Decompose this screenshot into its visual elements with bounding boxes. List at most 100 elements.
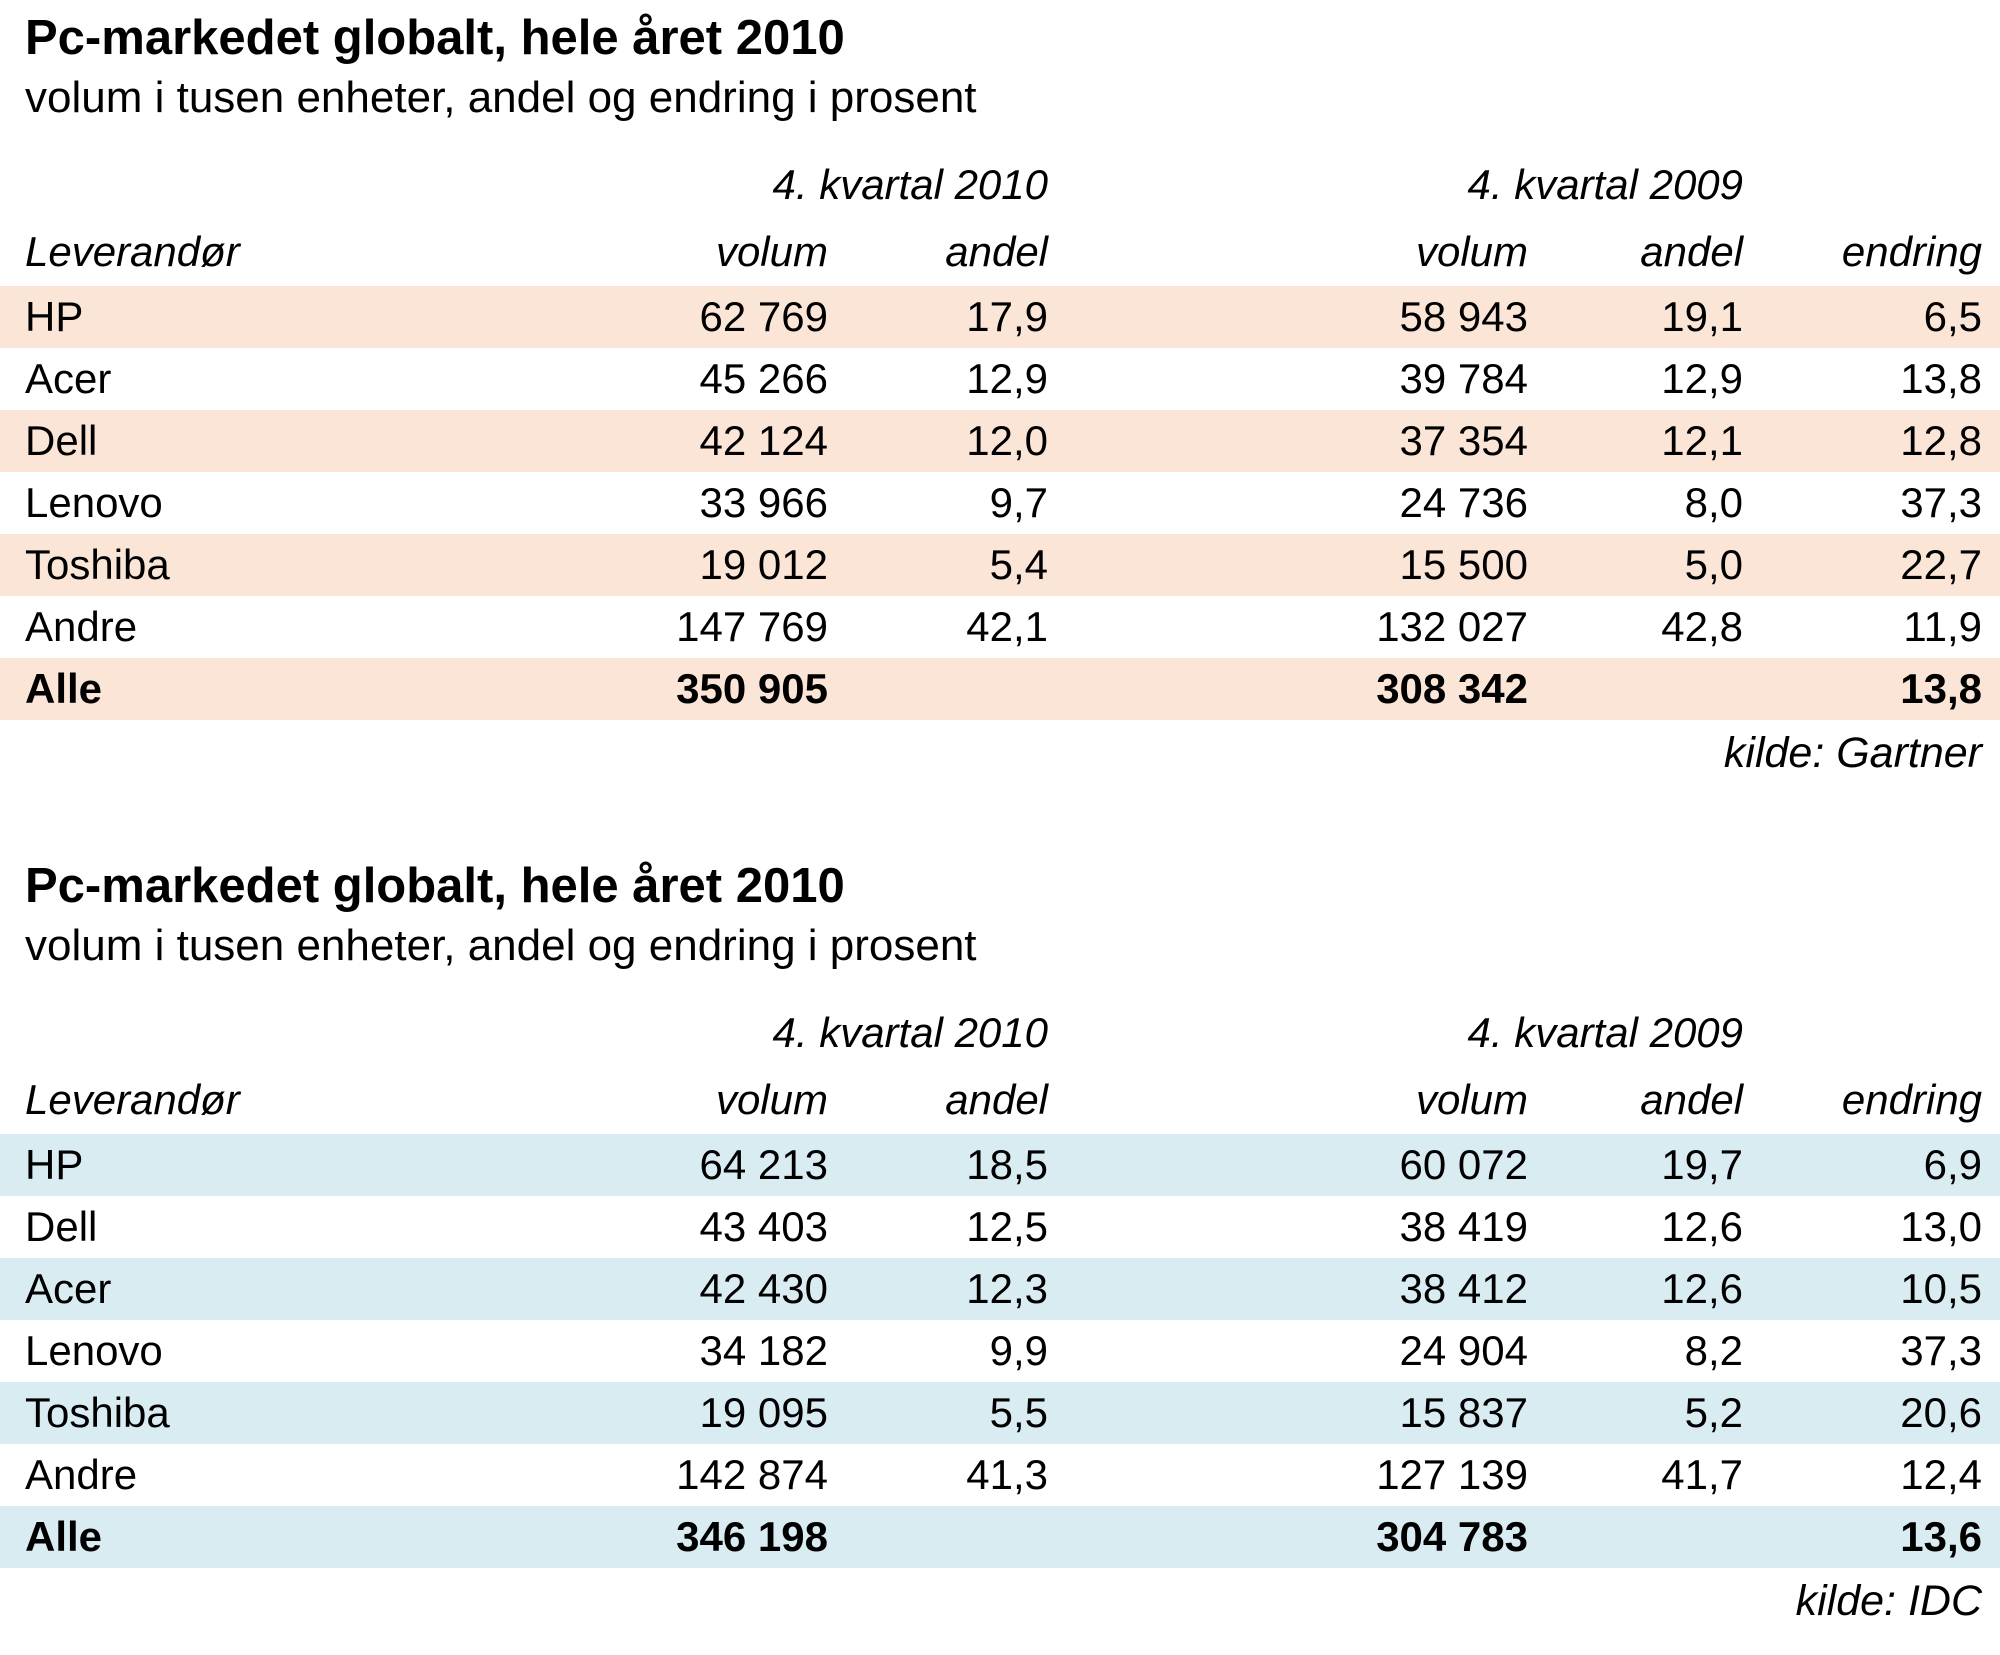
volume-2009-cell: 39 784 — [1399, 355, 1529, 403]
volume-2010-cell: 19 012 — [699, 541, 828, 589]
table-row: Andre 147 769 42,1 132 027 42,8 11,9 — [0, 596, 2000, 658]
column-header-volume-2009: volum — [1415, 1076, 1529, 1124]
volume-2009-cell: 127 139 — [1376, 1451, 1529, 1499]
share-2009-cell: 42,8 — [1661, 603, 1744, 651]
share-2010-cell: 17,9 — [966, 293, 1049, 341]
table-row: Andre 142 874 41,3 127 139 41,7 12,4 — [0, 1444, 2000, 1506]
idc-section: Pc-markedet globalt, hele året 2010 volu… — [0, 858, 2000, 1628]
vendor-cell: Andre — [25, 1451, 138, 1499]
table-row: Toshiba 19 012 5,4 15 500 5,0 22,7 — [0, 534, 2000, 597]
gartner-section: Pc-markedet globalt, hele året 2010 volu… — [0, 0, 2000, 780]
change-cell: 13,8 — [1900, 665, 1983, 713]
volume-2010-cell: 142 874 — [676, 1451, 828, 1499]
table-row: HP 62 769 17,9 58 943 19,1 6,5 — [0, 286, 2000, 349]
share-2009-cell: 12,1 — [1661, 417, 1744, 465]
group-header-q4-2009: 4. kvartal 2009 — [1467, 1009, 1744, 1057]
column-header-share-2010: andel — [945, 228, 1049, 276]
vendor-cell: HP — [25, 1141, 84, 1189]
volume-2010-cell: 350 905 — [676, 665, 828, 713]
share-2010-cell: 12,9 — [966, 355, 1049, 403]
share-2010-cell: 42,1 — [966, 603, 1049, 651]
spacer-cell — [1755, 1000, 2000, 1066]
table-subtitle: volum i tusen enheter, andel og endring … — [25, 921, 977, 971]
vendor-cell: Acer — [25, 1265, 112, 1313]
volume-2009-cell: 15 500 — [1399, 541, 1529, 589]
volume-2010-cell: 346 198 — [676, 1513, 828, 1561]
spacer-cell — [0, 152, 440, 218]
volume-2009-cell: 132 027 — [1376, 603, 1529, 651]
quarter-group-header-row: 4. kvartal 2010 4. kvartal 2009 — [0, 1000, 2000, 1066]
column-header-volume-2009: volum — [1415, 228, 1529, 276]
table-title: Pc-markedet globalt, hele året 2010 — [25, 858, 845, 913]
share-2010-cell: 12,3 — [966, 1265, 1049, 1313]
volume-2009-cell: 38 412 — [1399, 1265, 1529, 1313]
table-row: Toshiba 19 095 5,5 15 837 5,2 20,6 — [0, 1382, 2000, 1445]
volume-2010-cell: 43 403 — [699, 1203, 828, 1251]
share-2009-cell: 12,6 — [1661, 1265, 1744, 1313]
share-2010-cell: 9,9 — [989, 1327, 1049, 1375]
table-row: Acer 45 266 12,9 39 784 12,9 13,8 — [0, 348, 2000, 410]
source-credit: kilde: Gartner — [1723, 729, 1982, 778]
vendor-cell: Toshiba — [25, 1389, 170, 1437]
vendor-cell: Acer — [25, 355, 112, 403]
table-row: Acer 42 430 12,3 38 412 12,6 10,5 — [0, 1258, 2000, 1321]
volume-2010-cell: 64 213 — [699, 1141, 828, 1189]
share-2010-cell — [840, 1506, 1060, 1568]
table-subtitle: volum i tusen enheter, andel og endring … — [25, 73, 977, 123]
vendor-cell: Lenovo — [25, 479, 163, 527]
volume-2009-cell: 24 904 — [1399, 1327, 1529, 1375]
change-cell: 12,4 — [1900, 1451, 1983, 1499]
spacer-cell — [1755, 152, 2000, 218]
change-cell: 13,8 — [1900, 355, 1983, 403]
share-2009-cell: 12,9 — [1661, 355, 1744, 403]
change-cell: 12,8 — [1900, 417, 1983, 465]
change-cell: 37,3 — [1900, 479, 1983, 527]
change-cell: 13,0 — [1900, 1203, 1983, 1251]
volume-2010-cell: 34 182 — [699, 1327, 828, 1375]
column-header-row: Leverandør volum andel volum andel endri… — [0, 218, 2000, 286]
group-header-q4-2009: 4. kvartal 2009 — [1467, 161, 1744, 209]
volume-2010-cell: 42 430 — [699, 1265, 828, 1313]
change-cell: 20,6 — [1900, 1389, 1983, 1437]
table-row: Lenovo 33 966 9,7 24 736 8,0 37,3 — [0, 472, 2000, 534]
share-2009-cell: 5,0 — [1684, 541, 1744, 589]
table-title: Pc-markedet globalt, hele året 2010 — [25, 11, 845, 65]
volume-2010-cell: 147 769 — [676, 603, 828, 651]
change-cell: 6,9 — [1923, 1141, 1983, 1189]
table-row: Dell 42 124 12,0 37 354 12,1 12,8 — [0, 410, 2000, 473]
change-cell: 13,6 — [1900, 1513, 1983, 1561]
vendor-cell: Alle — [25, 1513, 103, 1561]
share-2009-cell — [1540, 658, 1755, 720]
share-2010-cell: 12,0 — [966, 417, 1049, 465]
vendor-cell: Lenovo — [25, 1327, 163, 1375]
change-cell: 11,9 — [1903, 603, 1983, 651]
table-row: HP 64 213 18,5 60 072 19,7 6,9 — [0, 1134, 2000, 1197]
share-2010-cell: 41,3 — [966, 1451, 1049, 1499]
column-header-share-2009: andel — [1640, 228, 1744, 276]
share-2010-cell: 18,5 — [966, 1141, 1049, 1189]
vendor-cell: Dell — [25, 417, 98, 465]
share-2009-cell: 12,6 — [1661, 1203, 1744, 1251]
change-cell: 6,5 — [1923, 293, 1983, 341]
vendor-cell: Dell — [25, 1203, 98, 1251]
volume-2009-cell: 15 837 — [1399, 1389, 1529, 1437]
share-2010-cell: 12,5 — [966, 1203, 1049, 1251]
volume-2010-cell: 62 769 — [699, 293, 828, 341]
volume-2009-cell: 60 072 — [1399, 1141, 1529, 1189]
volume-2009-cell: 304 783 — [1376, 1513, 1529, 1561]
column-header-vendor: Leverandør — [25, 1076, 240, 1124]
column-header-volume-2010: volum — [715, 1076, 828, 1124]
table-row: Dell 43 403 12,5 38 419 12,6 13,0 — [0, 1196, 2000, 1258]
column-header-share-2009: andel — [1640, 1076, 1744, 1124]
source-credit: kilde: IDC — [1795, 1577, 1982, 1626]
change-cell: 37,3 — [1900, 1327, 1983, 1375]
group-header-q4-2010: 4. kvartal 2010 — [772, 161, 1049, 209]
vendor-cell: HP — [25, 293, 84, 341]
column-header-change: endring — [1841, 228, 1983, 276]
share-2009-cell: 8,0 — [1684, 479, 1744, 527]
share-2009-cell — [1540, 1506, 1755, 1568]
vendor-cell: Toshiba — [25, 541, 170, 589]
share-2010-cell: 5,5 — [989, 1389, 1049, 1437]
volume-2010-cell: 19 095 — [699, 1389, 828, 1437]
